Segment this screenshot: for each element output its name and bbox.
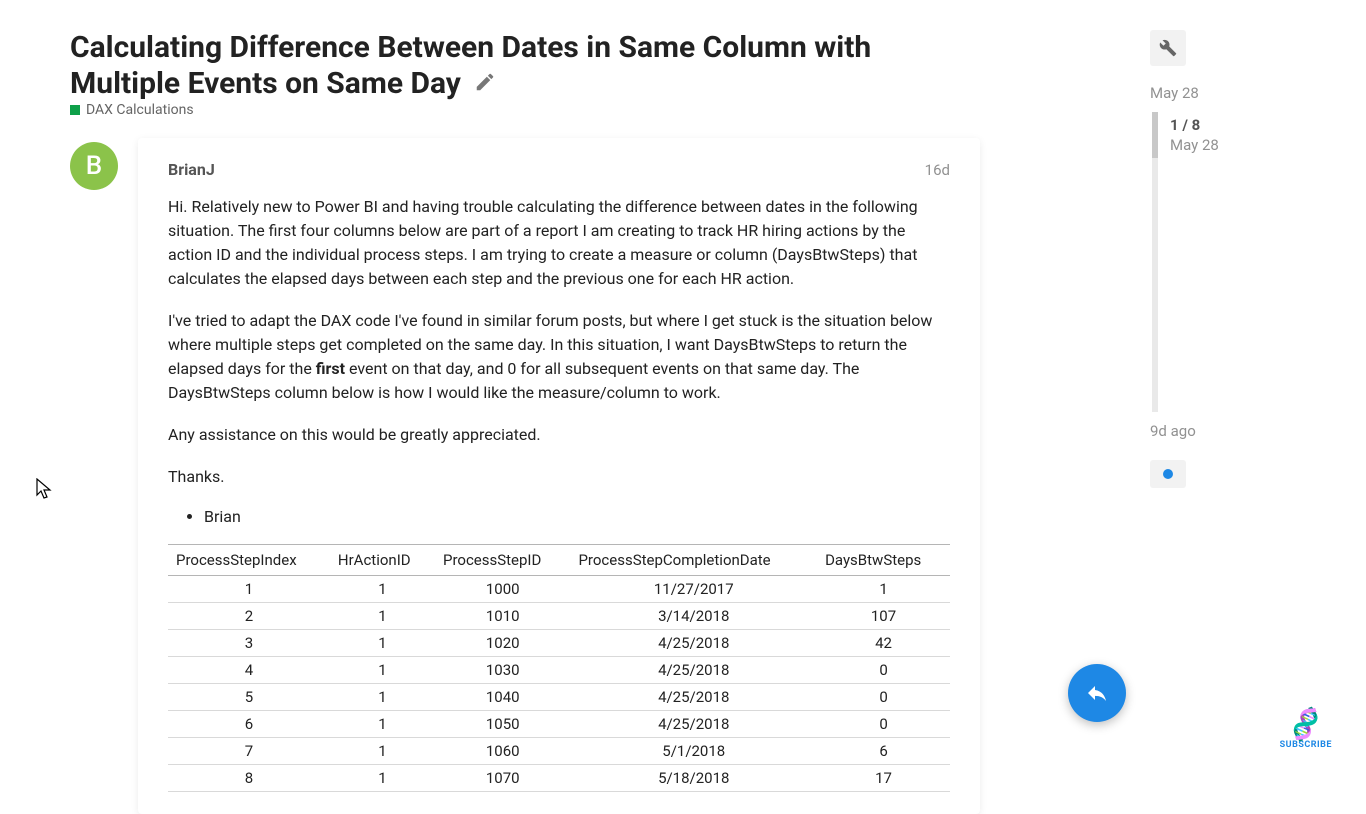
table-cell: 0 [817,657,950,684]
timeline-top-date[interactable]: May 28 [1150,84,1296,102]
table-cell: 1 [330,765,435,792]
table-row: 4110304/25/20180 [168,657,950,684]
table-cell: 4/25/2018 [570,684,817,711]
table-header: HrActionID [330,545,435,576]
edit-title-icon[interactable] [474,74,496,99]
table-cell: 4/25/2018 [570,630,817,657]
table-cell: 1030 [435,657,570,684]
table-row: 6110504/25/20180 [168,711,950,738]
table-cell: 5/1/2018 [570,738,817,765]
timeline-current-date: May 28 [1170,136,1296,154]
table-cell: 1 [817,576,950,603]
table-row: 2110103/14/2018107 [168,603,950,630]
table-cell: 5/18/2018 [570,765,817,792]
post-paragraph: Hi. Relatively new to Power BI and havin… [168,195,950,291]
data-table: ProcessStepIndexHrActionIDProcessStepIDP… [168,544,950,792]
author-avatar[interactable]: B [70,142,118,190]
table-cell: 4/25/2018 [570,711,817,738]
table-cell: 3 [168,630,330,657]
table-cell: 1020 [435,630,570,657]
table-cell: 17 [817,765,950,792]
table-cell: 1 [330,738,435,765]
table-header: ProcessStepIndex [168,545,330,576]
topic-title[interactable]: Calculating Difference Between Dates in … [70,30,980,102]
category-color-square [70,105,80,115]
signature-bullet: Brian [204,507,950,526]
table-cell: 1 [330,657,435,684]
notification-level-button[interactable] [1150,460,1186,488]
table-cell: 1050 [435,711,570,738]
table-cell: 1 [330,711,435,738]
table-cell: 107 [817,603,950,630]
table-cell: 1 [330,630,435,657]
post-paragraph: Thanks. [168,465,950,489]
reply-icon [1085,681,1109,705]
subscribe-button[interactable]: 🧬 SUBSCRIBE [1280,712,1332,750]
table-cell: 2 [168,603,330,630]
table-cell: 0 [817,684,950,711]
table-cell: 8 [168,765,330,792]
table-cell: 1070 [435,765,570,792]
post-card: BrianJ 16d Hi. Relatively new to Power B… [138,138,980,814]
table-cell: 6 [168,711,330,738]
table-row: 8110705/18/201817 [168,765,950,792]
table-cell: 5 [168,684,330,711]
table-cell: 6 [817,738,950,765]
timeline-bottom-label[interactable]: 9d ago [1150,422,1296,440]
post-paragraph: Any assistance on this would be greatly … [168,423,950,447]
category-link[interactable]: DAX Calculations [70,102,980,118]
post-age[interactable]: 16d [925,161,950,179]
table-header: ProcessStepID [435,545,570,576]
timeline-counter: 1 / 8 [1170,112,1296,134]
table-cell: 0 [817,711,950,738]
author-name[interactable]: BrianJ [168,160,215,179]
timeline-handle[interactable] [1152,112,1158,158]
timeline-scroller[interactable]: 1 / 8 May 28 [1152,112,1296,412]
table-cell: 1000 [435,576,570,603]
table-cell: 11/27/2017 [570,576,817,603]
table-cell: 1 [330,603,435,630]
notification-dot-icon [1163,469,1173,479]
table-cell: 1040 [435,684,570,711]
table-cell: 1060 [435,738,570,765]
wrench-icon [1159,39,1177,57]
table-row: 5110404/25/20180 [168,684,950,711]
table-cell: 4/25/2018 [570,657,817,684]
table-row: 11100011/27/20171 [168,576,950,603]
post-paragraph: I've tried to adapt the DAX code I've fo… [168,309,950,405]
table-cell: 1 [330,576,435,603]
table-cell: 1 [168,576,330,603]
table-cell: 3/14/2018 [570,603,817,630]
topic-title-text: Calculating Difference Between Dates in … [70,30,871,101]
table-row: 7110605/1/20186 [168,738,950,765]
table-cell: 1010 [435,603,570,630]
reply-button[interactable] [1068,664,1126,722]
category-name: DAX Calculations [86,102,194,118]
table-header: DaysBtwSteps [817,545,950,576]
table-cell: 4 [168,657,330,684]
avatar-letter: B [86,151,102,181]
table-row: 3110204/25/201842 [168,630,950,657]
topic-admin-button[interactable] [1150,30,1186,66]
table-cell: 42 [817,630,950,657]
table-cell: 1 [330,684,435,711]
table-header: ProcessStepCompletionDate [570,545,817,576]
table-cell: 7 [168,738,330,765]
post-body: Hi. Relatively new to Power BI and havin… [168,195,950,792]
